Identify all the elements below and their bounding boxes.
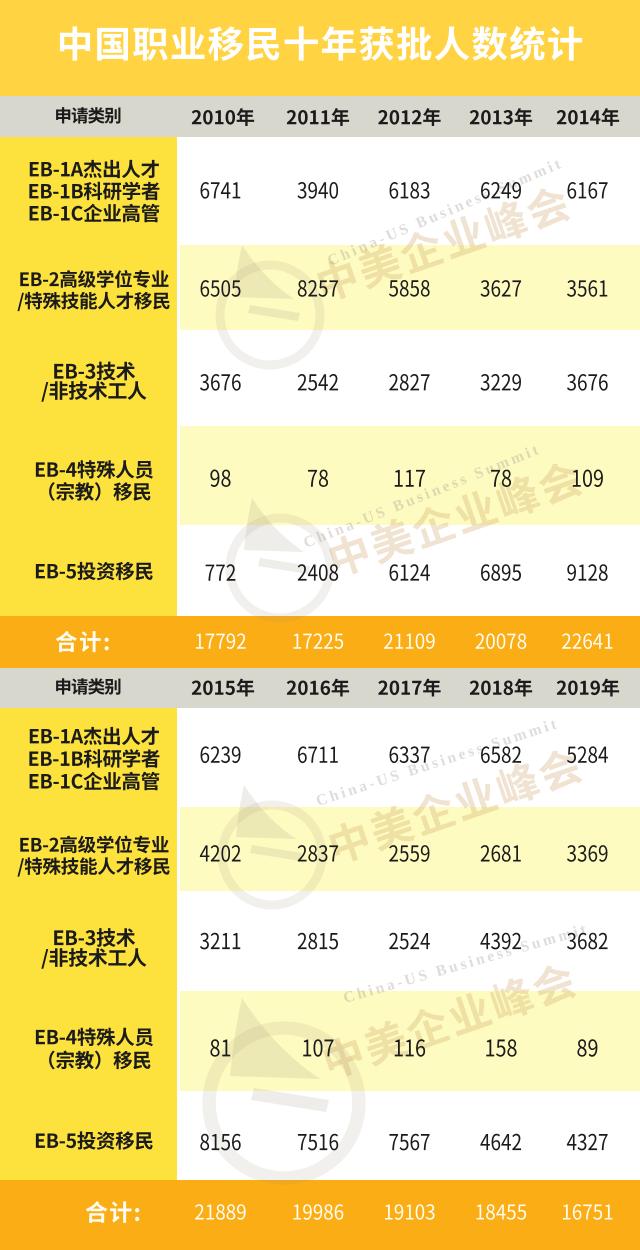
svg-text:China-US Business Summit: China-US Business Summit — [325, 155, 566, 270]
